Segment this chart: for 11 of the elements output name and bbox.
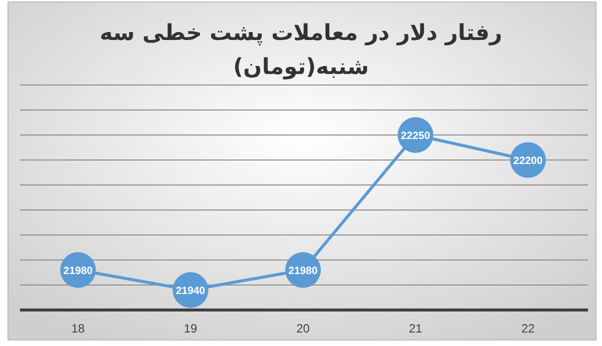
- x-tick-label: 20: [296, 322, 310, 336]
- x-tick-label: 21: [408, 322, 422, 336]
- data-label: 21980: [288, 265, 318, 277]
- x-tick-label: 19: [184, 322, 198, 336]
- data-label: 21940: [176, 285, 206, 297]
- data-label: 22250: [400, 130, 430, 142]
- x-tick-label: 22: [521, 322, 535, 336]
- data-label: 22200: [513, 155, 543, 167]
- x-tick-label: 18: [71, 322, 85, 336]
- data-label: 21980: [63, 265, 93, 277]
- chart-title: رفتار دلار در معاملات پشت خطی سه شنبه(تومان): [100, 21, 502, 80]
